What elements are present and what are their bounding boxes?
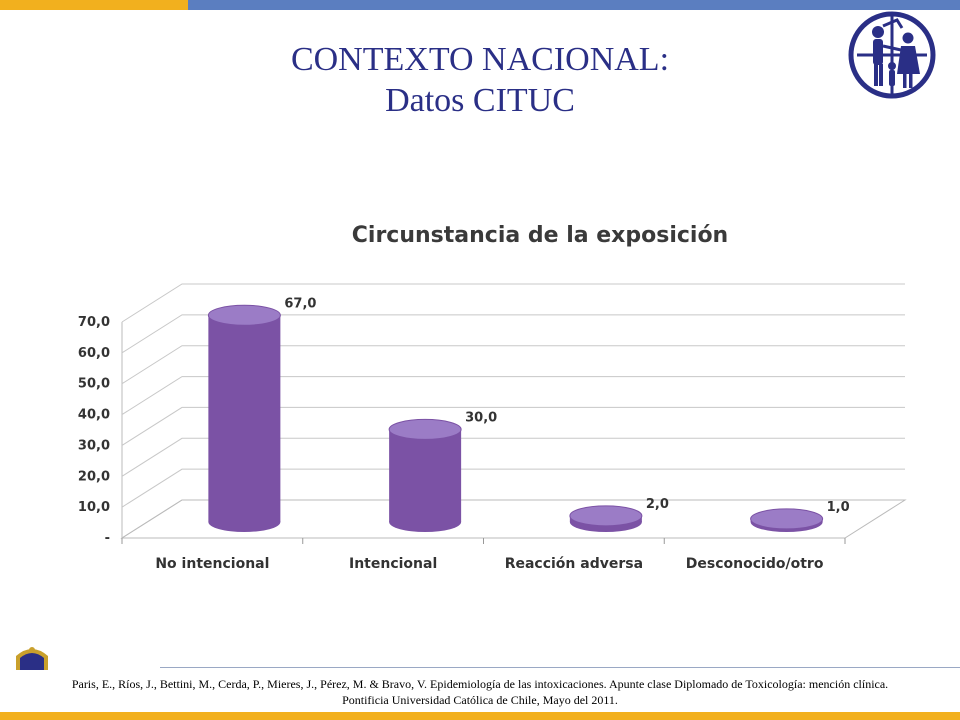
slide-title: CONTEXTO NACIONAL: Datos CITUC xyxy=(200,40,760,122)
bar-top xyxy=(750,508,824,530)
left-wall-edge xyxy=(121,499,183,539)
slide-title-line2: Datos CITUC xyxy=(385,81,575,119)
bar-top xyxy=(207,304,281,326)
category-label: Intencional xyxy=(349,556,437,572)
bar-top xyxy=(388,418,462,440)
citation-line1: Paris, E., Ríos, J., Bettini, M., Cerda,… xyxy=(71,677,889,691)
category-label: Desconocido/otro xyxy=(686,556,824,572)
gridline xyxy=(121,314,905,354)
exposure-chart: Circunstancia de la exposición - 10,0 20,0 3… xyxy=(78,223,907,572)
y-tick-label: 40,0 xyxy=(78,408,110,423)
bar xyxy=(208,315,281,522)
top-accent-bar-blue xyxy=(188,0,960,10)
university-crest-icon xyxy=(16,647,48,670)
chart-title: Circunstancia de la exposición xyxy=(352,223,728,248)
data-label: 2,0 xyxy=(646,497,669,512)
bottom-accent-bar xyxy=(0,712,960,720)
y-tick-label: - xyxy=(105,531,110,546)
y-tick-label: 20,0 xyxy=(78,469,110,484)
citation-footer: Paris, E., Ríos, J., Bettini, M., Cerda,… xyxy=(0,676,960,708)
category-label: Reacción adversa xyxy=(505,556,643,572)
category-label: No intencional xyxy=(155,556,269,572)
y-tick-label: 70,0 xyxy=(78,315,110,330)
slide-title-line1: CONTEXTO NACIONAL: xyxy=(290,41,670,78)
footer-divider xyxy=(160,667,960,668)
gridline xyxy=(121,283,905,323)
gridline xyxy=(121,437,905,477)
family-logo-icon xyxy=(848,11,936,99)
gridline xyxy=(121,376,905,415)
y-tick-label: 50,0 xyxy=(78,377,110,392)
y-tick-label: 60,0 xyxy=(78,346,110,361)
y-tick-label: 30,0 xyxy=(78,438,110,453)
data-label: 67,0 xyxy=(284,296,316,311)
top-accent-bar-yellow xyxy=(0,0,188,10)
bar-top xyxy=(569,505,643,527)
gridline xyxy=(121,468,905,508)
data-label: 30,0 xyxy=(465,410,497,425)
y-tick-label: 10,0 xyxy=(78,500,110,515)
gridline xyxy=(121,345,905,385)
data-label: 1,0 xyxy=(827,500,850,515)
bar xyxy=(389,429,462,522)
gridline xyxy=(121,406,905,446)
citation-line2: Pontificia Universidad Católica de Chile… xyxy=(342,693,618,707)
